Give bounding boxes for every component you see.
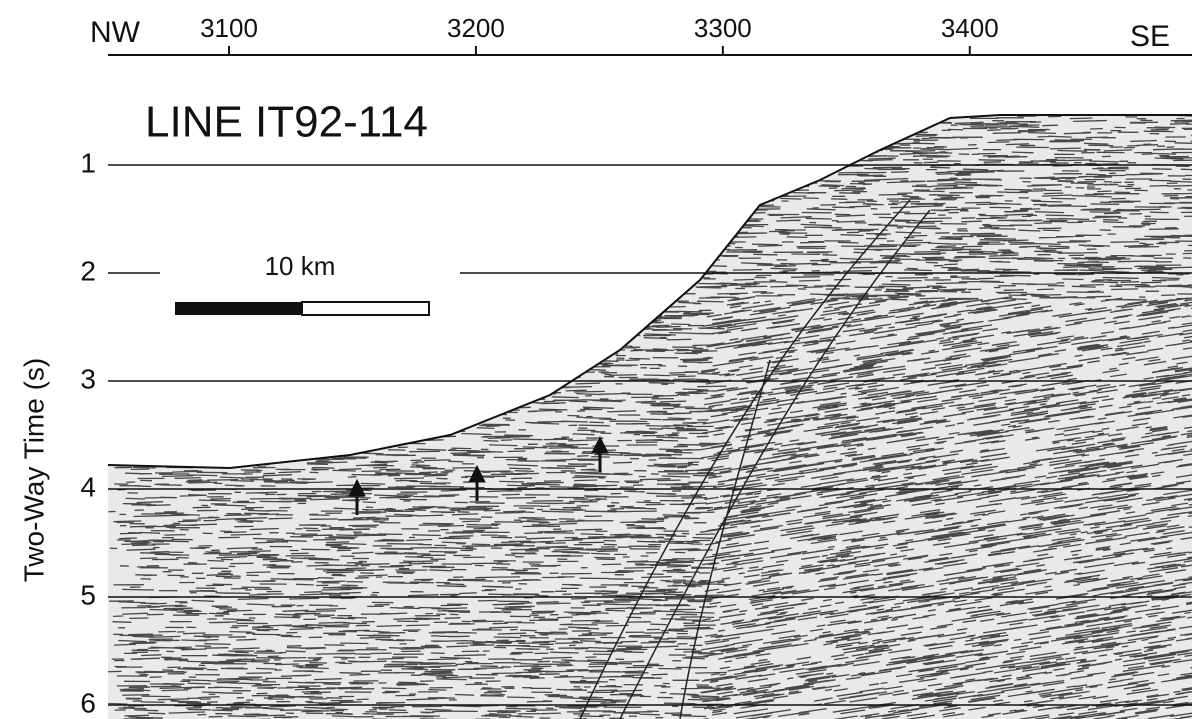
scale-bar-light [302, 302, 429, 315]
chart: NW SE LINE IT92-114 Two-Way Time (s) 310… [0, 0, 1192, 719]
chart-title: LINE IT92-114 [145, 98, 428, 147]
y-tick-label: 3 [80, 363, 96, 394]
y-axis-label: Two-Way Time (s) [18, 358, 49, 583]
x-tick-label: 3300 [694, 13, 752, 43]
y-tick-label: 5 [80, 579, 96, 610]
direction-left: NW [90, 16, 141, 49]
x-tick-label: 3400 [941, 13, 999, 43]
y-tick-label: 2 [80, 255, 96, 286]
x-tick-label: 3100 [200, 13, 258, 43]
y-tick-label: 4 [80, 471, 96, 502]
y-tick-label: 6 [80, 687, 96, 718]
scale-label: 10 km [265, 251, 336, 281]
y-tick-label: 1 [80, 147, 96, 178]
direction-right: SE [1130, 20, 1170, 53]
x-tick-label: 3200 [447, 13, 505, 43]
scale-bar-dark [175, 302, 302, 315]
